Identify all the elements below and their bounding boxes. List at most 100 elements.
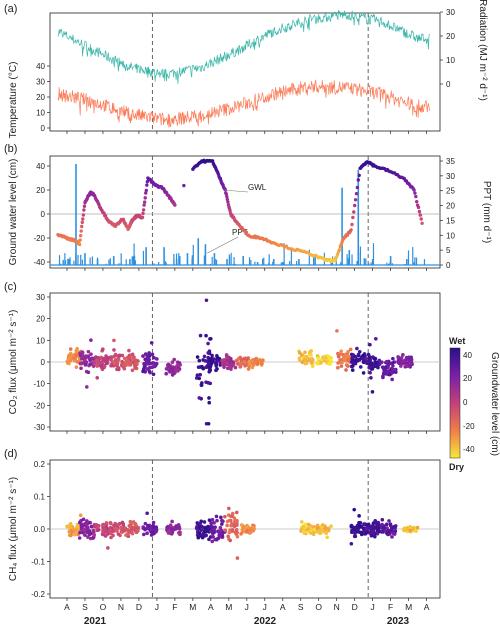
ch4-flux-point	[91, 528, 96, 533]
ch4-flux-point	[227, 530, 232, 535]
ch4-flux-point	[214, 537, 219, 542]
gwl-point	[141, 211, 145, 216]
co2-flux-point	[355, 346, 359, 351]
ch4-flux-point	[242, 527, 246, 532]
ch4-flux-point	[134, 530, 139, 535]
ch4-flux-point	[146, 523, 150, 528]
co2-flux-point	[126, 355, 130, 360]
ch4-flux-point	[69, 528, 74, 533]
ch4-flux-point	[100, 532, 105, 537]
ch4-flux-point	[86, 535, 90, 539]
ch4-flux-point	[315, 525, 320, 530]
co2-flux-point	[328, 356, 332, 361]
month-tick-label: O	[315, 602, 322, 612]
co2-flux-point	[174, 369, 179, 373]
co2-flux-point	[111, 355, 116, 359]
co2-flux-point	[360, 356, 365, 361]
gwl-point	[416, 205, 421, 210]
ch4-flux-point	[199, 519, 203, 524]
co2-flux-point	[365, 361, 369, 366]
temperature-axis-title: Temperature (°C)	[8, 62, 19, 139]
gwl-point	[79, 229, 83, 233]
ch4-flux-point	[85, 530, 90, 535]
co2-flux-point	[380, 360, 384, 364]
co2-flux-point	[388, 361, 393, 366]
co2-flux-point	[246, 367, 251, 371]
co2-flux-point	[116, 357, 121, 362]
co2-flux-point	[115, 361, 120, 365]
gwl-point	[355, 185, 360, 190]
co2-flux-point	[368, 357, 373, 362]
ch4-flux-point	[153, 528, 157, 533]
ppt-tick-label: 0	[446, 261, 451, 270]
ch4-flux-point	[92, 533, 97, 537]
co2-flux-point	[356, 352, 361, 357]
co2-flux-point	[233, 365, 238, 370]
ch4-flux-point	[130, 531, 135, 536]
colorbar-tick: 0	[463, 398, 468, 407]
co2-flux-point	[155, 357, 159, 361]
ch4-flux-point	[228, 538, 233, 543]
gwl-point	[80, 220, 84, 225]
ch4-flux-point	[219, 515, 223, 520]
co2-flux-point	[197, 396, 202, 400]
ch4-flux-point	[209, 521, 213, 525]
ch4-flux-point	[384, 522, 389, 527]
co2-flux-point	[104, 354, 108, 358]
gwl-point	[420, 221, 424, 225]
co2-flux-point	[309, 361, 314, 365]
co2-flux-point	[145, 354, 150, 359]
co2-flux-point	[143, 352, 148, 356]
ch4-flux-point	[210, 517, 215, 522]
ch4-flux-point	[212, 521, 216, 525]
gwl-point	[143, 196, 147, 200]
ch4-flux-point	[391, 531, 395, 535]
co2-flux-point	[397, 361, 401, 366]
co2-flux-point	[152, 355, 156, 360]
co2-flux-point	[243, 363, 247, 368]
co2-flux-point	[239, 362, 243, 366]
ch4-flux-point	[108, 529, 113, 534]
ch4-flux-point	[349, 541, 354, 546]
co2-flux-point	[198, 372, 202, 377]
co2-flux-point	[112, 348, 116, 352]
co2-flux-point	[127, 361, 132, 366]
ch4-flux-point	[324, 531, 328, 535]
ch4-flux-point	[306, 522, 311, 527]
co2-flux-point	[368, 342, 372, 347]
ch4-flux-point	[154, 525, 159, 530]
ch4-flux-point	[109, 521, 113, 526]
gwl-point	[82, 208, 86, 212]
co2-flux-point	[298, 351, 302, 355]
ch4-flux-point	[364, 531, 368, 536]
co2-flux-point	[127, 348, 131, 353]
month-tick-label: D	[352, 602, 358, 612]
ch4-flux-point	[215, 518, 219, 523]
ch4-flux-point	[223, 528, 228, 533]
co2-flux-point	[113, 358, 118, 362]
co2-flux-point	[407, 363, 412, 368]
gwl-point	[354, 191, 359, 196]
co2-flux-point	[346, 354, 350, 358]
co2-flux-point	[197, 376, 202, 381]
ch4-flux-point	[387, 519, 391, 523]
co2-flux-point	[101, 357, 106, 361]
gwl-tick-label: -40	[33, 258, 45, 267]
ch4-flux-point	[392, 525, 396, 529]
ch4-flux-point	[301, 530, 306, 534]
ch4-flux-point	[216, 529, 220, 534]
radiation-axis-title: Radiation (MJ m⁻² d⁻¹)	[477, 0, 488, 101]
co2-flux-point	[338, 352, 343, 356]
co2-flux-point	[336, 354, 341, 359]
co2-flux-point	[93, 355, 98, 359]
co2-flux-point	[298, 358, 302, 362]
gwl-point	[81, 217, 85, 221]
ch4-flux-point	[127, 524, 132, 528]
ch4-flux-point	[199, 524, 204, 529]
co2-flux-point	[336, 365, 340, 370]
ch4-flux-point	[72, 532, 76, 537]
ch4-flux-point	[360, 530, 364, 535]
ch4-flux-point	[143, 521, 148, 526]
co2-flux-point	[390, 377, 394, 382]
ch4-flux-point	[375, 531, 380, 536]
